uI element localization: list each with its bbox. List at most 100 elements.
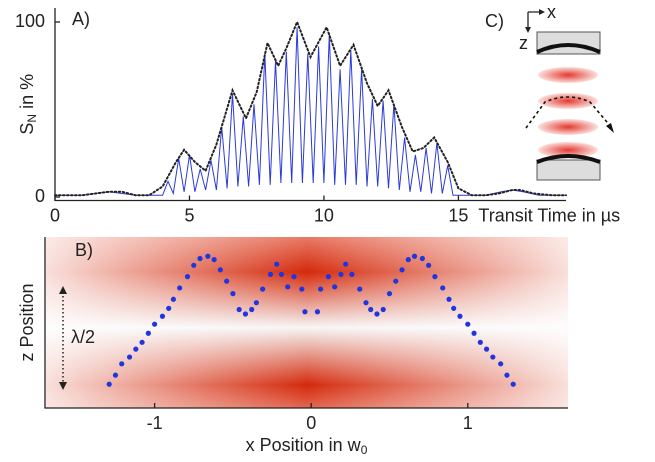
- x-axis-label: Transit Time in µs: [478, 205, 620, 225]
- scatter-point: [299, 286, 305, 292]
- x-tick-label: 0: [50, 205, 60, 225]
- scatter-point: [166, 305, 172, 311]
- scatter-point: [126, 354, 133, 360]
- scatter-point: [278, 271, 285, 277]
- series-line: [54, 19, 567, 197]
- scatter-point: [230, 291, 236, 297]
- antinode: [538, 93, 598, 109]
- scatter-point: [399, 267, 405, 273]
- scatter-point: [159, 313, 166, 319]
- inset-x: x: [547, 2, 556, 22]
- label-subscript: N: [25, 114, 39, 123]
- scatter-point: [457, 313, 463, 319]
- scatter-point: [446, 296, 452, 302]
- scatter-point: [380, 306, 386, 313]
- antinode: [538, 67, 598, 83]
- mirror-surface: [536, 43, 601, 54]
- panel-a: 0 5 10 15 0 100 A) Transit Time in µs SN in %: [15, 8, 620, 225]
- scatter-point: [112, 372, 119, 378]
- scatter-point: [349, 271, 355, 277]
- scatter-point: [274, 261, 280, 267]
- scatter-point: [170, 296, 177, 302]
- scatter-point: [291, 274, 297, 280]
- scatter-point: [119, 361, 125, 367]
- scatter-point: [368, 306, 374, 313]
- scatter-point: [267, 271, 274, 277]
- axes: [44, 237, 568, 409]
- scatter-point: [145, 330, 151, 336]
- x-tick-label: 1: [463, 413, 473, 433]
- scatter-point: [426, 262, 432, 268]
- mirror-bottom: [536, 159, 601, 181]
- y-tick-label: 0: [35, 186, 45, 206]
- scatter-point: [106, 381, 112, 387]
- scatter-point: [302, 309, 308, 315]
- scatter-point: [314, 309, 321, 315]
- scatter-point: [498, 361, 504, 367]
- antinode: [538, 142, 598, 158]
- scatter-point: [471, 330, 477, 336]
- axis-label: x Position in w0: [246, 435, 368, 457]
- panel-b: -1 0 1 B) z Position x Position in w0: [17, 237, 568, 457]
- panel-title: A): [72, 9, 90, 29]
- scatter-point: [260, 286, 266, 292]
- scatter-point: [139, 339, 145, 345]
- scatter-point: [490, 354, 496, 360]
- label-suffix: in %: [17, 74, 37, 114]
- scatter-point: [285, 284, 291, 290]
- trajectory-head: [606, 123, 614, 133]
- scatter-point: [393, 278, 399, 284]
- series-line: [55, 27, 566, 196]
- inset-c: C) x z: [485, 2, 614, 181]
- scatter-point: [483, 346, 490, 352]
- x-tick-label: -1: [147, 413, 163, 433]
- scatter-point: [242, 311, 249, 317]
- x-tick-label: 5: [184, 205, 194, 225]
- scatter-point: [510, 381, 516, 387]
- scatter-point: [133, 346, 139, 352]
- scatter-point: [451, 305, 457, 311]
- scatter-point: [405, 257, 411, 263]
- scatter-point: [477, 339, 483, 345]
- intensity-fade: [46, 237, 568, 408]
- trajectory: [525, 96, 613, 129]
- x-tick-label: 0: [306, 413, 316, 433]
- scatter-point: [363, 300, 369, 306]
- mirror-surface: [536, 154, 601, 164]
- x-tick-label: 15: [448, 205, 468, 225]
- inset-axis-heads: [525, 9, 545, 33]
- scatter-point: [205, 253, 211, 259]
- scatter-point: [386, 291, 393, 297]
- scatter-point: [332, 284, 338, 290]
- scatter-point: [465, 321, 471, 327]
- scatter-point: [191, 262, 197, 268]
- panel-title: B): [75, 240, 93, 260]
- scatter-point: [343, 261, 349, 267]
- y-axis-label: z Position: [17, 283, 37, 361]
- scatter-point: [224, 278, 230, 284]
- antinode: [538, 119, 598, 135]
- scatter-point: [177, 285, 183, 291]
- scatter-point: [419, 255, 425, 262]
- scatter-point: [236, 306, 242, 313]
- scatter-point: [249, 306, 255, 313]
- annotation: λ/2: [71, 327, 95, 347]
- label-text: x Position in w: [246, 435, 362, 455]
- scatter-point: [253, 300, 259, 306]
- scatter-point: [184, 274, 191, 280]
- scatter-point: [432, 274, 438, 280]
- scatter-point: [211, 257, 217, 263]
- scatter-point: [357, 286, 363, 292]
- y-tick-label: 100: [15, 11, 45, 31]
- scatter-point: [440, 285, 446, 291]
- scatter-point: [317, 286, 324, 292]
- scatter-point: [152, 321, 158, 327]
- axes: [54, 8, 566, 202]
- label-text: S: [17, 123, 37, 135]
- scatter-point: [338, 271, 344, 277]
- scatter-point: [374, 311, 380, 317]
- scatter-point: [504, 372, 510, 378]
- scatter-point: [197, 255, 203, 262]
- inset-z: z: [519, 33, 528, 53]
